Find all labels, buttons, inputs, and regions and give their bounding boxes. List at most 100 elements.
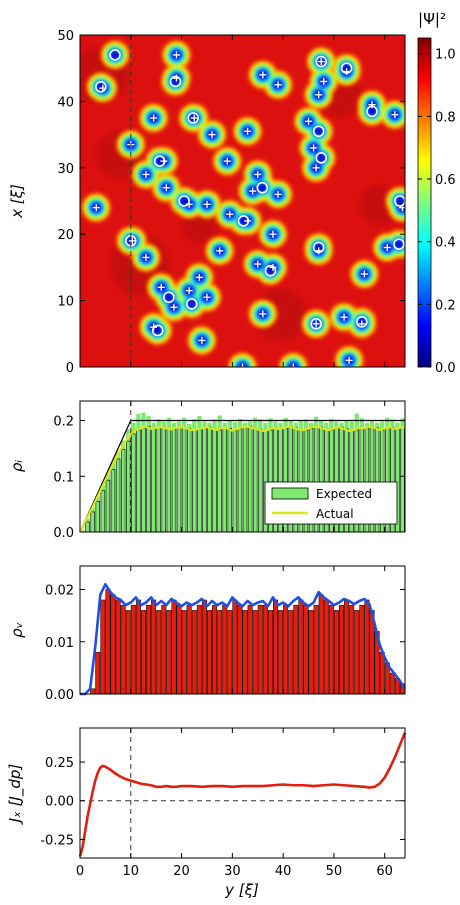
vortex-ring-marker bbox=[178, 195, 190, 207]
expected-bar bbox=[253, 417, 258, 532]
colorbar-tick-label: 0.4 bbox=[435, 236, 456, 251]
expected-bar bbox=[110, 462, 116, 532]
vortex-plus-marker bbox=[274, 190, 282, 198]
vortex-ring-markers bbox=[95, 49, 405, 337]
vortex-density-bar bbox=[130, 604, 136, 695]
expected-bar bbox=[349, 421, 354, 532]
vortex-density-bar bbox=[227, 610, 233, 695]
vortex-plus-marker bbox=[317, 58, 325, 66]
vortex-density-bar bbox=[110, 594, 116, 695]
vortex-density-bar bbox=[247, 604, 253, 695]
expected-bar bbox=[308, 422, 314, 532]
vortex-plus-marker bbox=[315, 91, 323, 99]
vortex-density-bar bbox=[135, 599, 141, 695]
expected-bar bbox=[339, 422, 344, 532]
vortex-density-bar bbox=[262, 604, 268, 695]
expected-bar bbox=[400, 418, 405, 532]
current-y-tick-label: -0.25 bbox=[40, 833, 74, 848]
rho-v-y-ticks: 0.00 0.01 0.02 bbox=[45, 584, 405, 703]
expected-bar bbox=[202, 421, 207, 532]
heatmap-blob bbox=[180, 197, 188, 205]
vortex-density-bar bbox=[207, 610, 212, 695]
vortex-ring-marker bbox=[393, 238, 405, 250]
expected-bar bbox=[293, 422, 298, 532]
vortex-density-bar bbox=[333, 610, 339, 695]
vortex-ring-marker bbox=[310, 318, 322, 330]
expected-bar bbox=[273, 421, 278, 532]
expected-bar bbox=[192, 419, 197, 532]
expected-bar bbox=[359, 418, 364, 532]
expected-bar bbox=[85, 518, 90, 532]
vortex-plus-marker bbox=[203, 293, 211, 301]
vortex-plus-marker bbox=[391, 111, 399, 119]
heatmap-panel: 0 10 20 30 40 50 x [ξ] 0.0 0.2 0.4 0.6 0.8 1.0 |Ψ|… bbox=[8, 10, 456, 376]
colorbar-tick-label: 0.8 bbox=[435, 110, 456, 125]
vortex-ring-marker bbox=[312, 241, 325, 254]
expected-bar bbox=[313, 416, 319, 532]
rho-i-y-ticks: 0.0 0.1 0.2 bbox=[53, 415, 405, 541]
current-x-tick-label: 60 bbox=[376, 864, 393, 879]
vortex-density-bar bbox=[278, 610, 284, 695]
current-x-tick-label: 20 bbox=[173, 864, 190, 879]
expected-bar bbox=[369, 419, 375, 532]
vortex-density-bar bbox=[171, 599, 177, 695]
expected-bar bbox=[171, 422, 177, 532]
legend-swatch-expected bbox=[271, 487, 309, 500]
vortex-plus-marker bbox=[92, 204, 100, 212]
colorbar-tick-label: 0.0 bbox=[435, 361, 456, 376]
vortex-density-bar bbox=[364, 599, 370, 695]
vortex-plus-marker bbox=[244, 127, 252, 135]
heatmap-y-tick-label: 0 bbox=[66, 361, 74, 376]
legend-entry-expected: Expected bbox=[316, 487, 372, 501]
expected-bar bbox=[181, 417, 187, 532]
vortex-density-bar bbox=[257, 604, 263, 695]
vortex-ring-marker bbox=[366, 105, 378, 118]
expected-bar bbox=[217, 415, 222, 532]
vortex-plus-marker bbox=[195, 273, 203, 281]
vortex-ring-marker bbox=[109, 49, 121, 61]
vortex-plus-marker bbox=[157, 283, 165, 291]
expected-bar bbox=[364, 422, 370, 532]
vortex-density-bar bbox=[166, 610, 172, 695]
vortex-density-bar bbox=[389, 672, 395, 695]
vortex-ring-marker bbox=[340, 62, 353, 74]
vortex-plus-marker bbox=[254, 170, 262, 178]
vortex-plus-marker bbox=[383, 243, 391, 251]
heatmap-blob bbox=[188, 300, 196, 308]
vortex-ring-marker bbox=[237, 215, 250, 227]
expected-bar bbox=[237, 418, 243, 532]
vortex-ring-marker bbox=[256, 181, 269, 194]
vortex-ring-marker bbox=[315, 152, 328, 164]
vortex-plus-marker bbox=[259, 310, 267, 318]
vortex-plus-marker bbox=[142, 170, 150, 178]
heatmap-frame bbox=[79, 34, 406, 368]
vortex-density-bar bbox=[242, 610, 248, 695]
expected-bar bbox=[334, 421, 339, 532]
expected-bar bbox=[268, 418, 273, 532]
vortex-density-bar bbox=[354, 610, 360, 695]
vortex-ring-marker bbox=[163, 291, 175, 304]
heatmap-x-ticks bbox=[79, 35, 386, 367]
heatmap-y-tick-label: 50 bbox=[57, 29, 74, 44]
expected-bar bbox=[151, 422, 156, 532]
rho-v-x-ticks bbox=[79, 566, 386, 694]
rho-i-plot bbox=[79, 401, 406, 533]
vortex-density-bar bbox=[323, 599, 329, 695]
rho-v-y-tick-label: 0.00 bbox=[45, 688, 74, 703]
rho-i-frame bbox=[79, 400, 406, 533]
current-panel: -0.25 0.00 0.25 0 10 20 30 40 50 60 Jₓ [J_dp] y … bbox=[6, 727, 407, 899]
expected-bar bbox=[161, 421, 166, 532]
legend: Expected Actual bbox=[264, 481, 398, 525]
vortex-density-bar bbox=[318, 594, 324, 695]
vortex-density-bar bbox=[313, 604, 319, 695]
vortex-density-bar bbox=[212, 604, 218, 695]
vortex-density-bar bbox=[273, 599, 278, 695]
vortex-plus-markers bbox=[92, 51, 405, 367]
heatmap-y-tick-label: 20 bbox=[57, 228, 74, 243]
vortex-density-bar bbox=[283, 604, 289, 695]
vortex-density-bar bbox=[349, 604, 355, 695]
vortex-plus-marker bbox=[360, 270, 368, 278]
expected-bar bbox=[156, 419, 161, 532]
vortex-plus-marker bbox=[312, 320, 320, 328]
